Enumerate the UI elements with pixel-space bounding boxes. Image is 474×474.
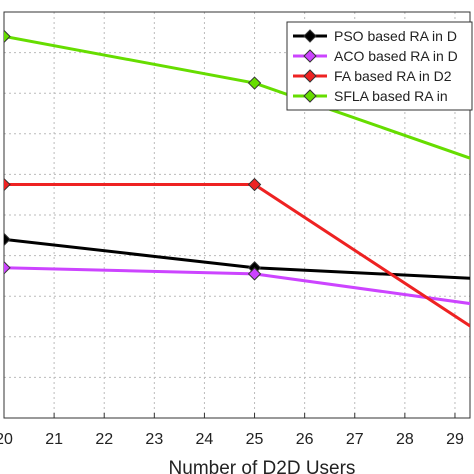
x-tick-label: 20 [0,431,13,448]
x-tick-label: 26 [296,431,314,448]
x-tick-label: 27 [346,431,364,448]
data-point-marker [247,177,262,192]
legend-label: PSO based RA in D [334,28,457,44]
series-4 [4,29,470,160]
data-point-marker [247,267,262,281]
data-point-marker [4,29,11,44]
series-3 [4,177,470,328]
x-tick-label: 25 [246,431,264,448]
x-axis-ticks: 20 21 22 23 24 25 26 27 28 29 [0,413,464,448]
series-lines [4,29,470,328]
x-tick-label: 24 [196,431,214,448]
plot-frame [3,11,471,419]
series-1 [4,232,470,280]
x-tick-label: 22 [95,431,113,448]
legend-item: PSO based RA in D [293,28,457,44]
legend-label: ACO based RA in D [334,48,458,64]
x-axis-label: Number of D2D Users [169,458,356,474]
legend-label: SFLA based RA in [334,88,448,104]
x-tick-label: 29 [446,431,464,448]
legend-marker [303,29,317,43]
data-point-marker [4,177,11,192]
legend: PSO based RA in D ACO based RA in D FA bas… [286,21,473,111]
legend-marker [303,89,317,103]
x-tick-label: 23 [145,431,163,448]
data-point-marker [247,76,262,90]
legend-item: ACO based RA in D [293,48,458,64]
series-2 [4,261,470,306]
legend-item: FA based RA in D2 [293,68,452,84]
legend-label: FA based RA in D2 [334,68,452,84]
x-tick-label: 21 [45,431,63,448]
data-point-marker [4,261,11,275]
data-point-marker [4,232,11,247]
legend-marker [303,69,317,83]
x-tick-label: 28 [396,431,414,448]
legend-marker [303,49,317,63]
legend-item: SFLA based RA in [293,88,448,104]
